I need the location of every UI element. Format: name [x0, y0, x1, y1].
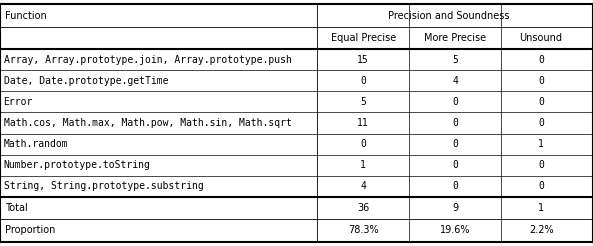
Text: Total: Total — [5, 203, 27, 213]
Text: Number.prototype.toString: Number.prototype.toString — [4, 160, 151, 170]
Text: 1: 1 — [361, 160, 366, 170]
Text: 15: 15 — [358, 55, 369, 65]
Text: 1: 1 — [538, 139, 544, 149]
Text: Unsound: Unsound — [519, 33, 563, 43]
Text: Math.random: Math.random — [4, 139, 68, 149]
Text: 0: 0 — [538, 118, 544, 128]
Text: Function: Function — [5, 11, 46, 21]
Text: 19.6%: 19.6% — [440, 225, 470, 235]
Text: 2.2%: 2.2% — [529, 225, 553, 235]
Text: 9: 9 — [452, 203, 458, 213]
Text: 0: 0 — [361, 76, 366, 86]
Text: 5: 5 — [361, 97, 366, 107]
Text: 78.3%: 78.3% — [348, 225, 378, 235]
Text: Error: Error — [4, 97, 33, 107]
Text: 0: 0 — [361, 139, 366, 149]
Text: 0: 0 — [452, 118, 458, 128]
Text: 0: 0 — [452, 160, 458, 170]
Text: 11: 11 — [358, 118, 369, 128]
Text: 0: 0 — [452, 181, 458, 191]
Text: Math.cos, Math.max, Math.pow, Math.sin, Math.sqrt: Math.cos, Math.max, Math.pow, Math.sin, … — [4, 118, 291, 128]
Text: Array, Array.prototype.join, Array.prototype.push: Array, Array.prototype.join, Array.proto… — [4, 55, 291, 65]
Text: 1: 1 — [538, 203, 544, 213]
Text: Equal Precise: Equal Precise — [330, 33, 396, 43]
Text: 0: 0 — [452, 139, 458, 149]
Text: 5: 5 — [452, 55, 458, 65]
Text: 0: 0 — [538, 76, 544, 86]
Text: Precision and Soundness: Precision and Soundness — [388, 11, 510, 21]
Text: String, String.prototype.substring: String, String.prototype.substring — [4, 181, 203, 191]
Text: Proportion: Proportion — [5, 225, 55, 235]
Text: 36: 36 — [357, 203, 369, 213]
Text: 0: 0 — [538, 55, 544, 65]
Text: 0: 0 — [538, 160, 544, 170]
Text: 4: 4 — [361, 181, 366, 191]
Text: More Precise: More Precise — [424, 33, 486, 43]
Text: 4: 4 — [452, 76, 458, 86]
Text: Date, Date.prototype.getTime: Date, Date.prototype.getTime — [4, 76, 168, 86]
Text: 0: 0 — [538, 97, 544, 107]
Text: 0: 0 — [538, 181, 544, 191]
Text: 0: 0 — [452, 97, 458, 107]
